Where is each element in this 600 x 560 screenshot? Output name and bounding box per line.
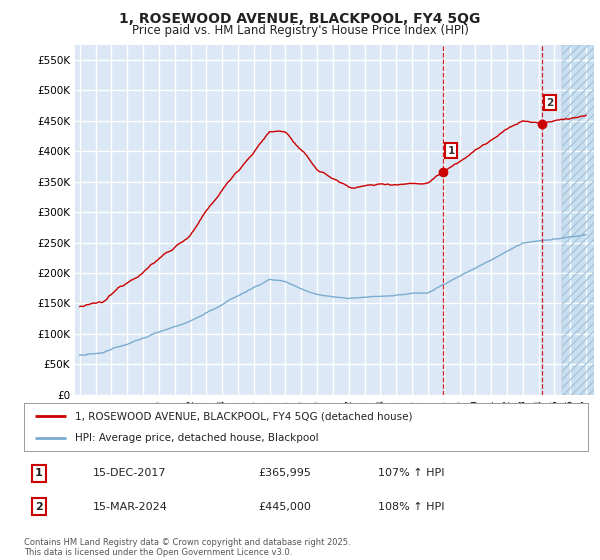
Text: 15-MAR-2024: 15-MAR-2024 [93,502,168,512]
Text: £445,000: £445,000 [258,502,311,512]
Text: Price paid vs. HM Land Registry's House Price Index (HPI): Price paid vs. HM Land Registry's House … [131,24,469,36]
Text: 1: 1 [35,468,43,478]
Text: 1: 1 [448,146,455,156]
Text: 107% ↑ HPI: 107% ↑ HPI [378,468,445,478]
Text: 1, ROSEWOOD AVENUE, BLACKPOOL, FY4 5QG: 1, ROSEWOOD AVENUE, BLACKPOOL, FY4 5QG [119,12,481,26]
Text: £365,995: £365,995 [258,468,311,478]
Bar [562,45,594,395]
Text: 2: 2 [547,97,554,108]
Text: 15-DEC-2017: 15-DEC-2017 [93,468,167,478]
Text: 1, ROSEWOOD AVENUE, BLACKPOOL, FY4 5QG (detached house): 1, ROSEWOOD AVENUE, BLACKPOOL, FY4 5QG (… [75,411,412,421]
Text: 2: 2 [35,502,43,512]
Text: HPI: Average price, detached house, Blackpool: HPI: Average price, detached house, Blac… [75,433,319,443]
Text: 108% ↑ HPI: 108% ↑ HPI [378,502,445,512]
Text: Contains HM Land Registry data © Crown copyright and database right 2025.
This d: Contains HM Land Registry data © Crown c… [24,538,350,557]
